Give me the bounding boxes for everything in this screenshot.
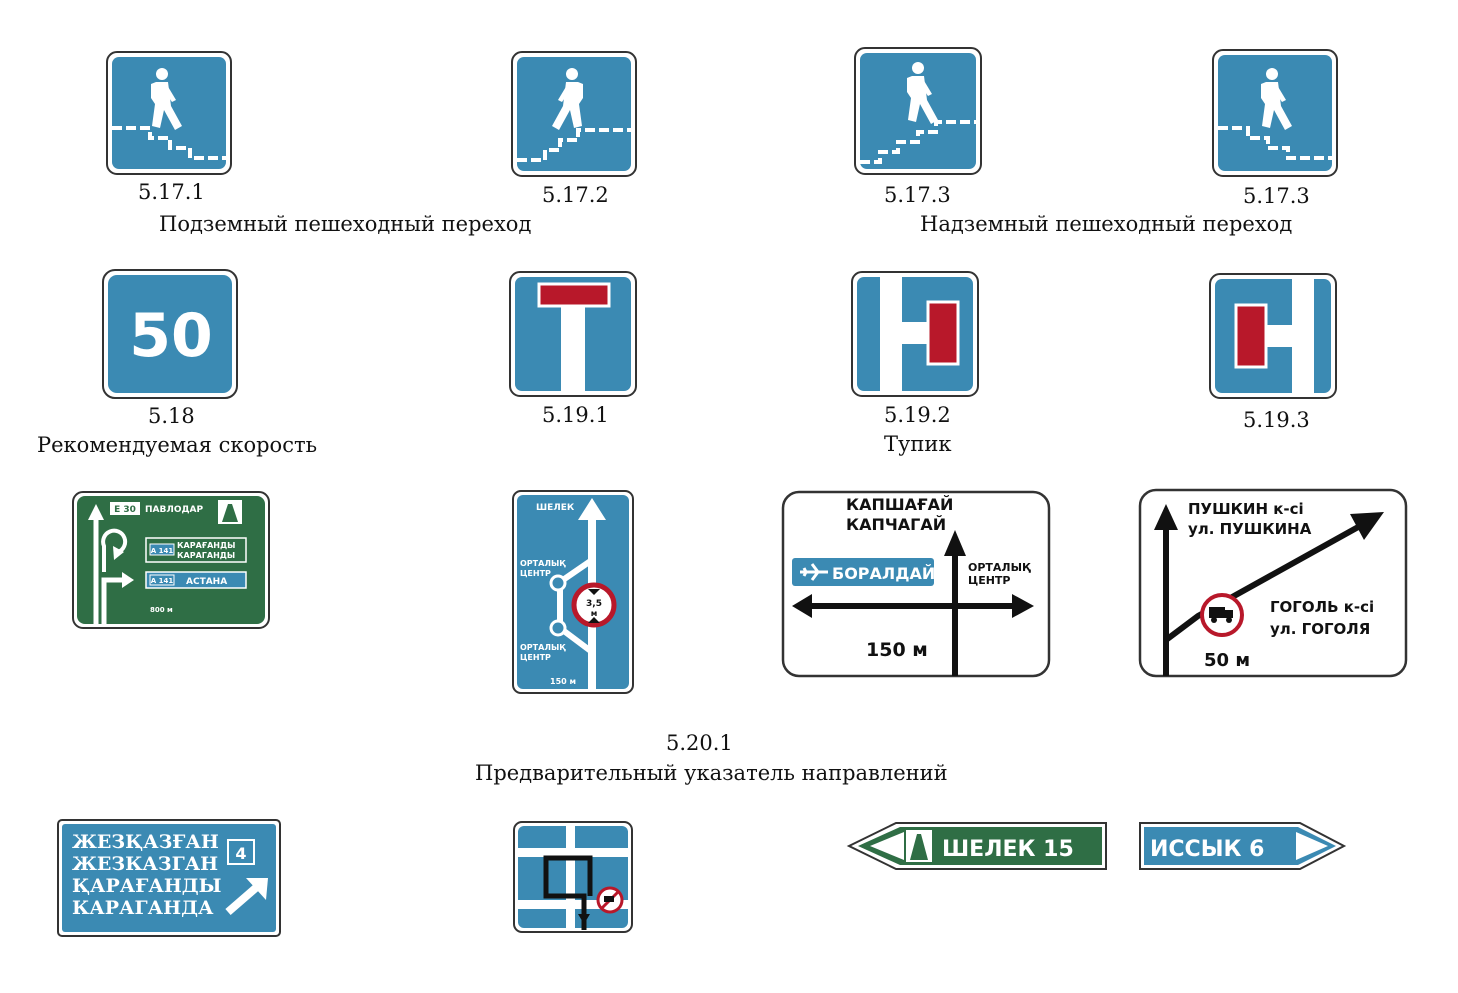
center-label-c: ОРТАЛЫҚ [520, 643, 566, 652]
center-label-d: ЦЕНТР [520, 653, 551, 662]
zhez-line-4: КАРАГАНДА [72, 897, 214, 919]
city-astana: АСТАНА [186, 577, 227, 587]
caption-5-17-2: 5.17.2 [542, 183, 609, 207]
height-limit-unit: м [591, 609, 598, 618]
sign-blue-zhezkazgan: ЖЕЗҚАЗҒАН ЖЕЗКАЗГАН ҚАРАҒАНДЫ КАРАГАНДА … [57, 819, 281, 937]
caption-5-17-1: 5.17.1 [138, 180, 205, 204]
sign-5-19-1-dead-end [509, 271, 637, 397]
center-label-a: ОРТАЛЫҚ [520, 559, 566, 568]
sign-pointer-shelek: ШЕЛЕК 15 [846, 822, 1107, 870]
caption-5-19-3: 5.19.3 [1243, 408, 1310, 432]
caption-5-19-1: 5.19.1 [542, 403, 609, 427]
center-ru: ЦЕНТР [968, 574, 1011, 587]
sign-white-pushkin: ПУШКИН к-сі ул. ПУШКИНА ГОГОЛЬ к-сі ул. … [1138, 488, 1408, 678]
shelek-15-label: ШЕЛЕК 15 [942, 837, 1074, 862]
sign-blue-detour-scheme [513, 821, 633, 933]
pushkin-ru: ул. ПУШКИНА [1188, 520, 1312, 538]
sign-5-17-3-overground-crossing-b [1212, 49, 1338, 177]
boraldai-label: БОРАЛДАЙ [832, 564, 935, 583]
kapchagai-distance: 150 м [866, 639, 928, 661]
sign-green-advance-panel: E 30 ПАВЛОДАР А 141 КАРАҒАНДЫ КАРАГАНДЫ … [72, 491, 270, 629]
kapchagai-ru: КАПЧАГАЙ [846, 515, 946, 534]
sign-pointer-issyk: ИССЫК 6 [1139, 822, 1347, 870]
sign-white-kapchagai: КАПШАҒАЙ КАПЧАГАЙ БОРАЛДАЙ ОРТАЛЫҚ ЦЕНТР… [781, 490, 1051, 678]
zhez-line-2: ЖЕЗКАЗГАН [72, 853, 218, 875]
city-karaganda-ru: КАРАГАНДЫ [177, 551, 235, 560]
sign-5-19-2-dead-end-right [851, 271, 979, 397]
caption-underground-crossing: Подземный пешеходный переход [159, 212, 532, 236]
route-number-4: 4 [235, 844, 246, 863]
sign-5-17-3-overground-crossing [854, 47, 982, 175]
center-kz: ОРТАЛЫҚ [968, 561, 1031, 574]
caption-5-20-1: 5.20.1 [666, 731, 733, 755]
zhez-line-1: ЖЕЗҚАЗҒАН [72, 831, 219, 853]
city-karaganda-kz: КАРАҒАНДЫ [177, 541, 235, 550]
route-a141-b: А 141 [151, 577, 174, 585]
issyk-6-label: ИССЫК 6 [1150, 837, 1264, 862]
zhez-line-3: ҚАРАҒАНДЫ [72, 875, 222, 897]
caption-recommended-speed: Рекомендуемая скорость [37, 433, 318, 457]
sign-blue-vertical-advance: ШЕЛЕК ОРТАЛЫҚ ЦЕНТР 3,5 м ОРТАЛЫҚ ЦЕНТР … [512, 490, 634, 694]
sign-5-18-recommended-speed: 50 [102, 269, 238, 399]
caption-advance-direction-sign: Предварительный указатель направлений [475, 761, 948, 785]
route-e30: E 30 [114, 505, 136, 515]
speed-value: 50 [129, 301, 213, 371]
sign-5-17-2-underground-crossing [511, 51, 637, 177]
kapchagai-kz: КАПШАҒАЙ [846, 495, 953, 514]
caption-dead-end: Тупик [884, 432, 952, 456]
caption-5-17-3-a: 5.17.3 [884, 183, 951, 207]
route-a141: А 141 [151, 547, 174, 555]
distance-800: 800 м [150, 606, 173, 614]
shelek-label: ШЕЛЕК [536, 503, 575, 513]
caption-overground-crossing: Надземный пешеходный переход [920, 212, 1293, 236]
pushkin-kz: ПУШКИН к-сі [1188, 500, 1304, 518]
sign-5-19-3-dead-end-left [1209, 273, 1337, 399]
pushkin-distance: 50 м [1204, 650, 1250, 671]
distance-150: 150 м [550, 677, 576, 686]
caption-5-17-3-b: 5.17.3 [1243, 184, 1310, 208]
city-pavlodar: ПАВЛОДАР [145, 505, 203, 515]
height-limit-value: 3,5 [586, 599, 602, 609]
caption-5-19-2: 5.19.2 [884, 403, 951, 427]
sign-5-17-1-underground-crossing [106, 51, 232, 175]
caption-5-18: 5.18 [148, 404, 195, 428]
gogol-ru: ул. ГОГОЛЯ [1270, 620, 1370, 638]
center-label-b: ЦЕНТР [520, 569, 551, 578]
gogol-kz: ГОГОЛЬ к-сі [1270, 598, 1374, 616]
